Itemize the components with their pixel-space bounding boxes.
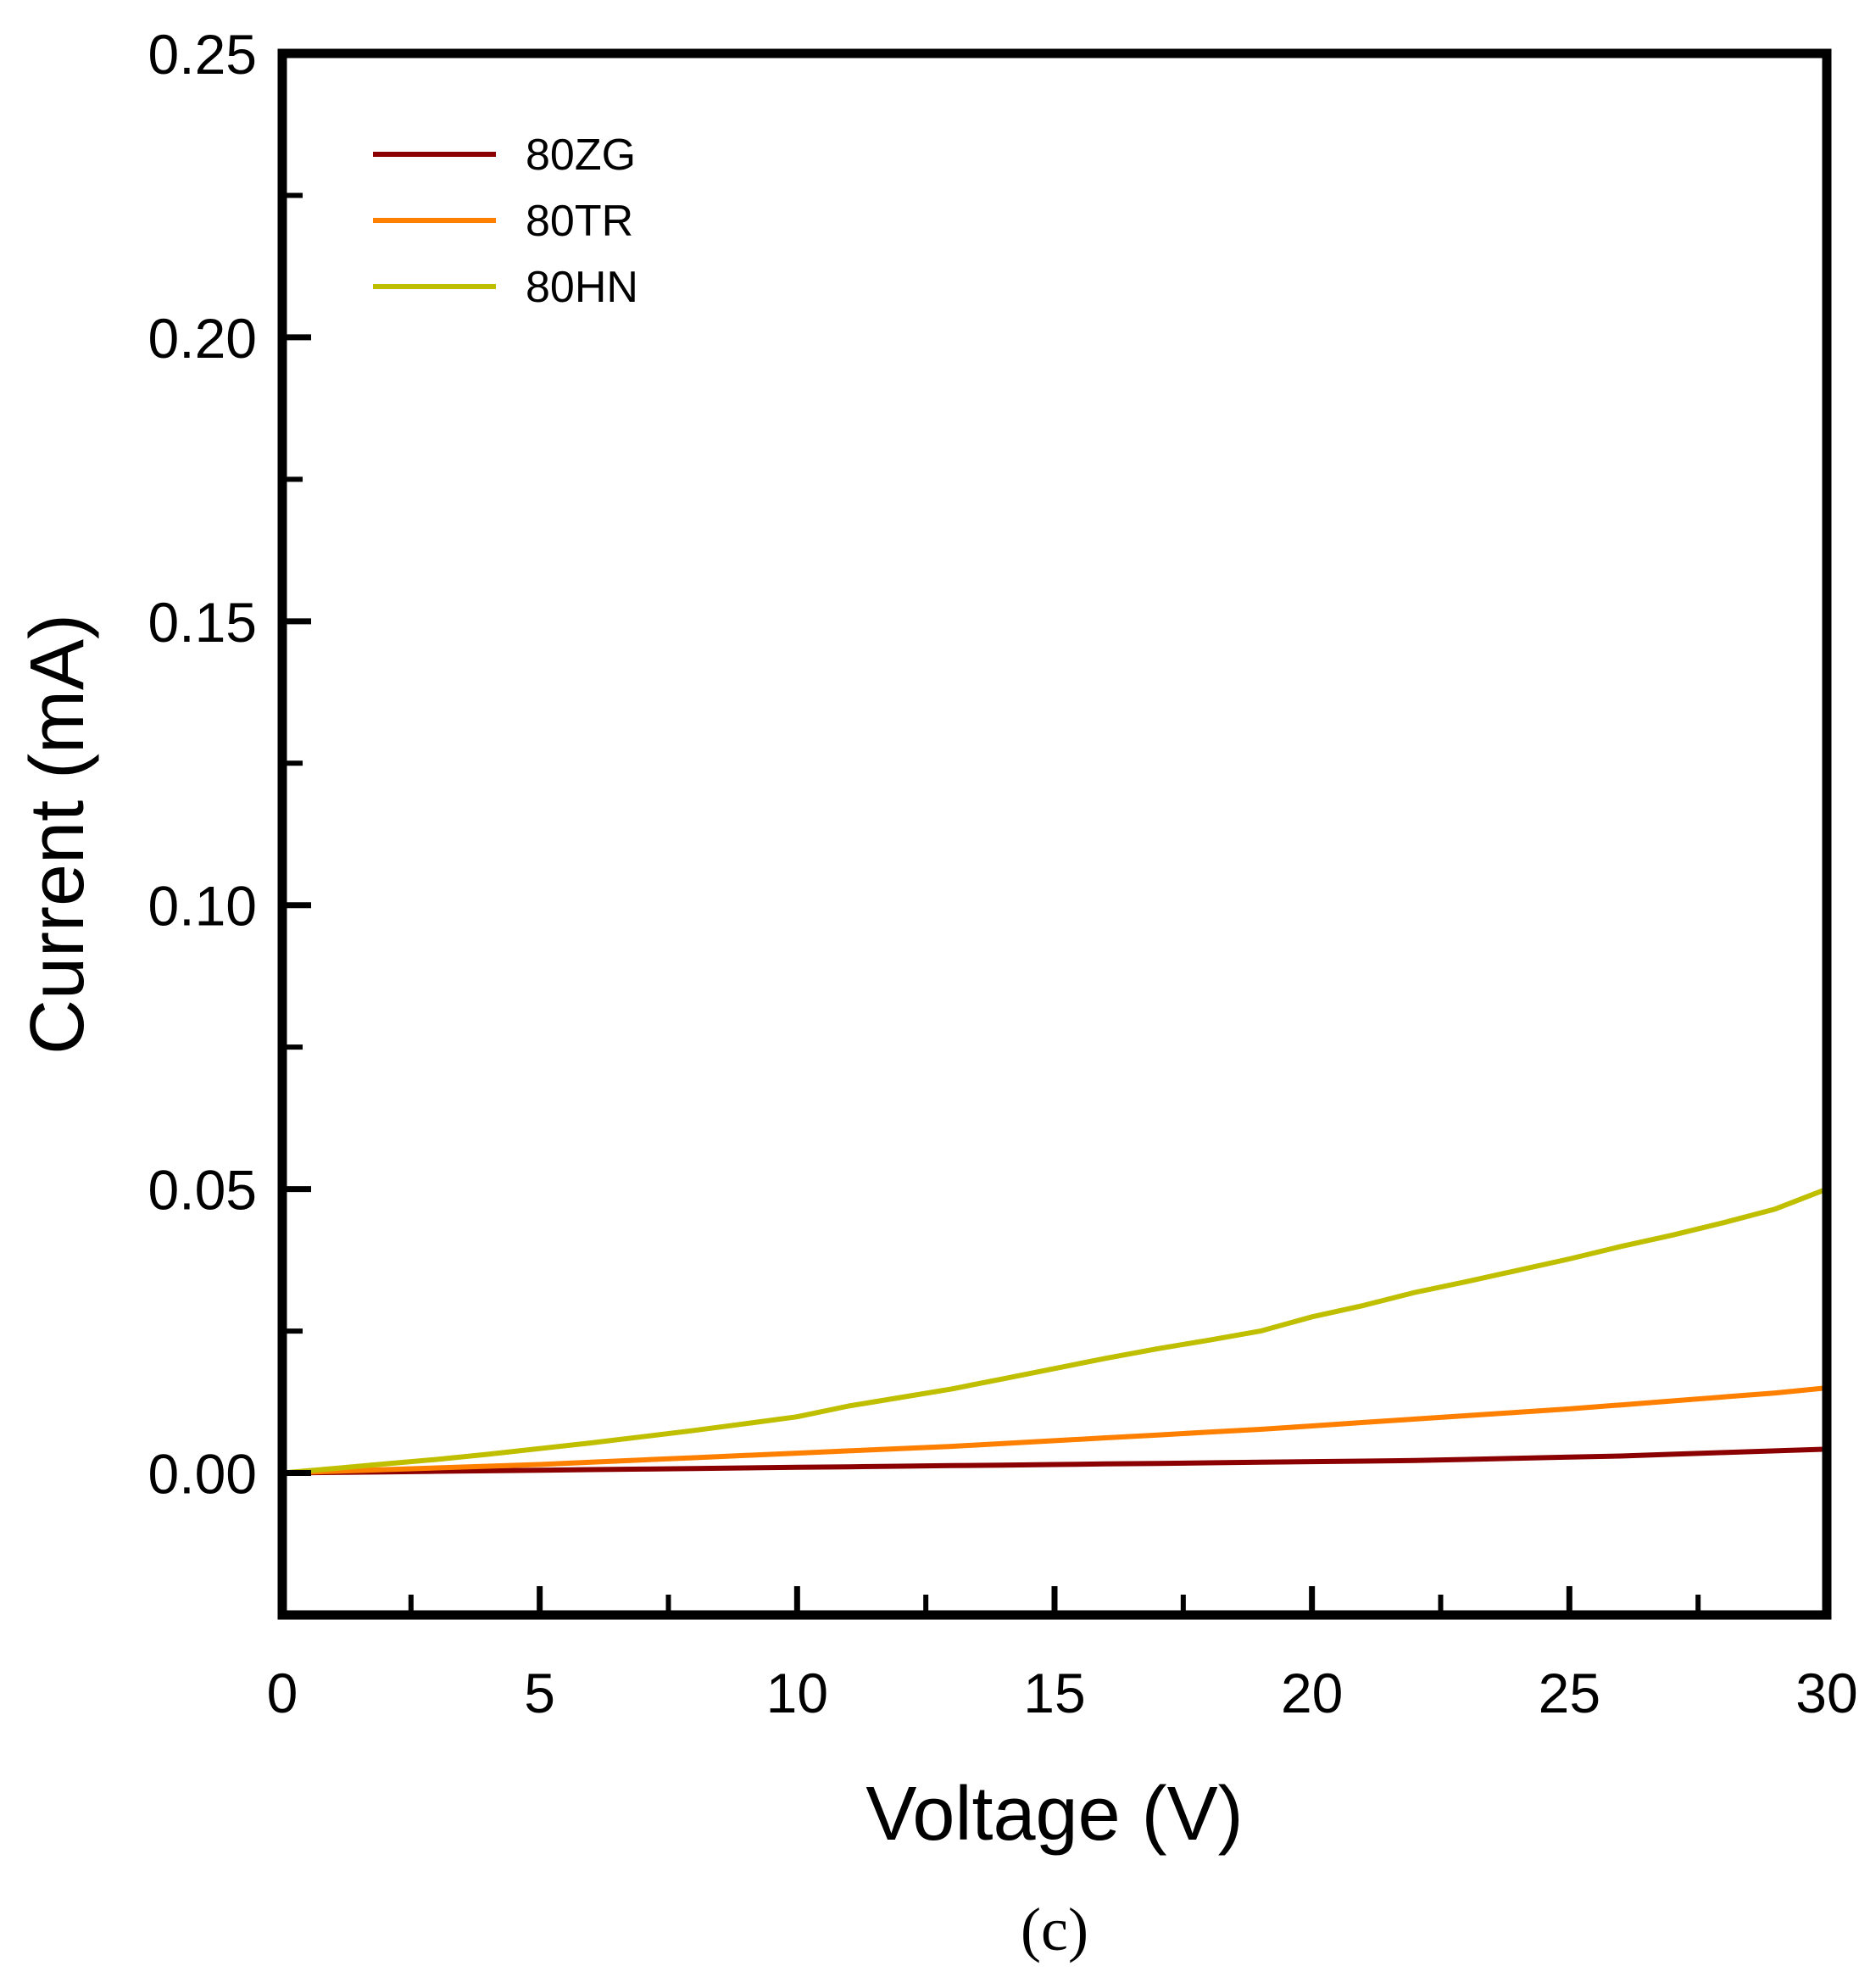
y-tick-label: 0.20 <box>148 307 257 370</box>
y-tick-label: 0.10 <box>148 875 257 938</box>
figure-caption: (c) <box>1021 1896 1088 1963</box>
x-tick-label: 10 <box>766 1662 828 1724</box>
y-tick-label: 0.15 <box>148 591 257 654</box>
y-tick-label: 0.00 <box>148 1443 257 1506</box>
legend-label-80tr: 80TR <box>526 197 633 246</box>
plot-area <box>277 48 1832 1620</box>
axes-frame <box>277 48 1832 1620</box>
y-tick-label: 0.25 <box>148 23 257 86</box>
series-line-80tr <box>280 1385 1829 1476</box>
x-tick-label: 30 <box>1795 1662 1857 1724</box>
legend: 80ZG 80TR 80HN <box>373 131 638 312</box>
series-line-80hn <box>280 1186 1829 1476</box>
series-layer <box>280 1186 1829 1476</box>
series-line-80zg <box>280 1446 1829 1476</box>
x-tick-label: 5 <box>524 1662 555 1724</box>
x-tick-label: 15 <box>1023 1662 1085 1724</box>
y-tick-label: 0.05 <box>148 1159 257 1222</box>
legend-label-80hn: 80HN <box>526 263 638 312</box>
x-tick-label: 0 <box>267 1662 298 1724</box>
x-tick-label: 20 <box>1281 1662 1343 1724</box>
y-axis-title: Current (mA) <box>15 614 100 1055</box>
x-tick-label: 25 <box>1539 1662 1600 1724</box>
x-axis-title: Voltage (V) <box>865 1772 1243 1857</box>
legend-label-80zg: 80ZG <box>526 131 636 180</box>
tick-label-layer: 0.00 0.05 0.10 0.15 0.20 0.25 0 5 10 15 20 25 30 <box>148 23 1858 1724</box>
